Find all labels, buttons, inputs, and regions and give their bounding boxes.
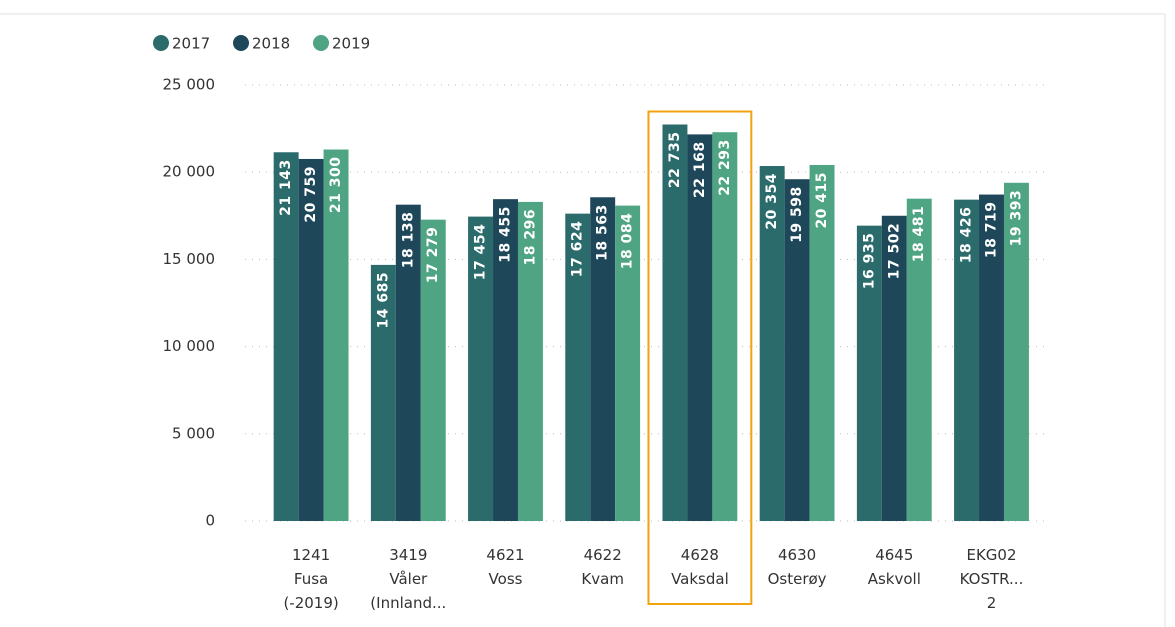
- bar: [1003, 182, 1029, 522]
- y-tick-label: 20 000: [163, 163, 216, 181]
- x-tick-line: Kvam: [581, 570, 624, 588]
- x-tick-label: EKG02 KOSTR... 2: [960, 546, 1024, 612]
- value-label: 20 415: [814, 172, 830, 229]
- x-tick-line: 4628: [681, 546, 719, 564]
- x-tick-line: Osterøy: [768, 570, 827, 588]
- x-tick-label: 4628 Vaksdal: [671, 546, 729, 588]
- x-tick-line: (-2019): [283, 594, 338, 612]
- x-tick-line: 1241: [292, 546, 330, 564]
- value-label: 19 393: [1008, 190, 1024, 247]
- bar: [420, 219, 446, 521]
- bar: [565, 213, 591, 521]
- legend-swatch: [233, 35, 249, 51]
- x-tick-line: EKG02: [966, 546, 1016, 564]
- value-label: 21 143: [278, 159, 294, 216]
- legend-label: 2019: [332, 35, 370, 53]
- x-tick-line: Våler: [389, 570, 428, 588]
- bar: [517, 201, 543, 521]
- y-tick-label: 25 000: [163, 76, 216, 94]
- x-tick-line: Vaksdal: [671, 570, 729, 588]
- value-label: 17 624: [570, 221, 586, 278]
- bar: [468, 216, 494, 521]
- x-tick-label: 3419 Våler (Innland...: [370, 546, 446, 612]
- x-tick-line: Voss: [489, 570, 523, 588]
- bar: [881, 215, 907, 521]
- value-label: 22 735: [667, 132, 683, 189]
- bar: [590, 197, 616, 521]
- value-label: 14 685: [375, 272, 391, 329]
- x-tick-line: 2: [987, 594, 997, 612]
- bar: [784, 179, 810, 521]
- y-tick-label: 0: [205, 512, 215, 530]
- x-tick-line: Askvoll: [868, 570, 921, 588]
- y-tick-label: 15 000: [163, 250, 216, 268]
- value-label: 17 502: [886, 223, 902, 280]
- value-label: 22 168: [692, 141, 708, 198]
- bar: [906, 198, 932, 522]
- highlight-box: [647, 110, 753, 606]
- bar: [615, 205, 641, 521]
- x-tick-line: KOSTR...: [960, 570, 1024, 588]
- x-tick-line: 4630: [778, 546, 816, 564]
- bar: [687, 134, 713, 521]
- bar: [273, 152, 299, 521]
- value-label: 20 354: [764, 173, 780, 230]
- bar: [493, 199, 518, 521]
- x-tick-label: 4622 Kvam: [581, 546, 624, 588]
- value-label: 21 300: [328, 157, 344, 214]
- bar: [370, 264, 396, 521]
- legend-label: 2018: [252, 35, 290, 53]
- bar: [395, 204, 421, 521]
- x-tick-line: (Innland...: [370, 594, 446, 612]
- value-label: 18 719: [984, 202, 1000, 259]
- value-label: 20 759: [303, 166, 319, 223]
- value-label: 18 296: [522, 209, 538, 266]
- value-label: 18 563: [595, 204, 611, 261]
- x-tick-line: 4621: [486, 546, 524, 564]
- value-label: 22 293: [717, 139, 733, 196]
- x-tick-line: 4645: [875, 546, 913, 564]
- x-tick-label: 1241 Fusa (-2019): [283, 546, 338, 612]
- bar: [712, 132, 738, 521]
- legend-swatch: [153, 35, 169, 51]
- value-label: 18 084: [620, 213, 636, 270]
- legend-swatch: [313, 35, 329, 51]
- x-tick-label: 4621 Voss: [486, 546, 524, 588]
- bar: [979, 194, 1004, 521]
- bar: [298, 158, 324, 521]
- x-tick-label: 4630 Osterøy: [768, 546, 827, 588]
- bar: [662, 124, 688, 522]
- value-label: 18 426: [959, 207, 975, 264]
- value-label: 18 481: [911, 206, 927, 263]
- bar: [856, 225, 882, 521]
- bar: [809, 164, 835, 521]
- x-tick-line: Fusa: [294, 570, 328, 588]
- value-label: 17 279: [425, 227, 441, 284]
- value-label: 18 455: [498, 206, 514, 263]
- x-tick-label: 4645 Askvoll: [868, 546, 921, 588]
- x-tick-line: 4622: [584, 546, 622, 564]
- value-label: 17 454: [473, 224, 489, 281]
- y-tick-label: 10 000: [163, 337, 216, 355]
- bar: [759, 166, 785, 521]
- value-label: 18 138: [400, 212, 416, 269]
- x-tick-line: 3419: [389, 546, 427, 564]
- y-tick-label: 5 000: [172, 424, 215, 442]
- bar: [323, 149, 349, 521]
- bar: [954, 199, 980, 521]
- value-label: 16 935: [861, 233, 877, 290]
- legend-label: 2017: [172, 35, 210, 53]
- value-label: 19 598: [789, 186, 805, 243]
